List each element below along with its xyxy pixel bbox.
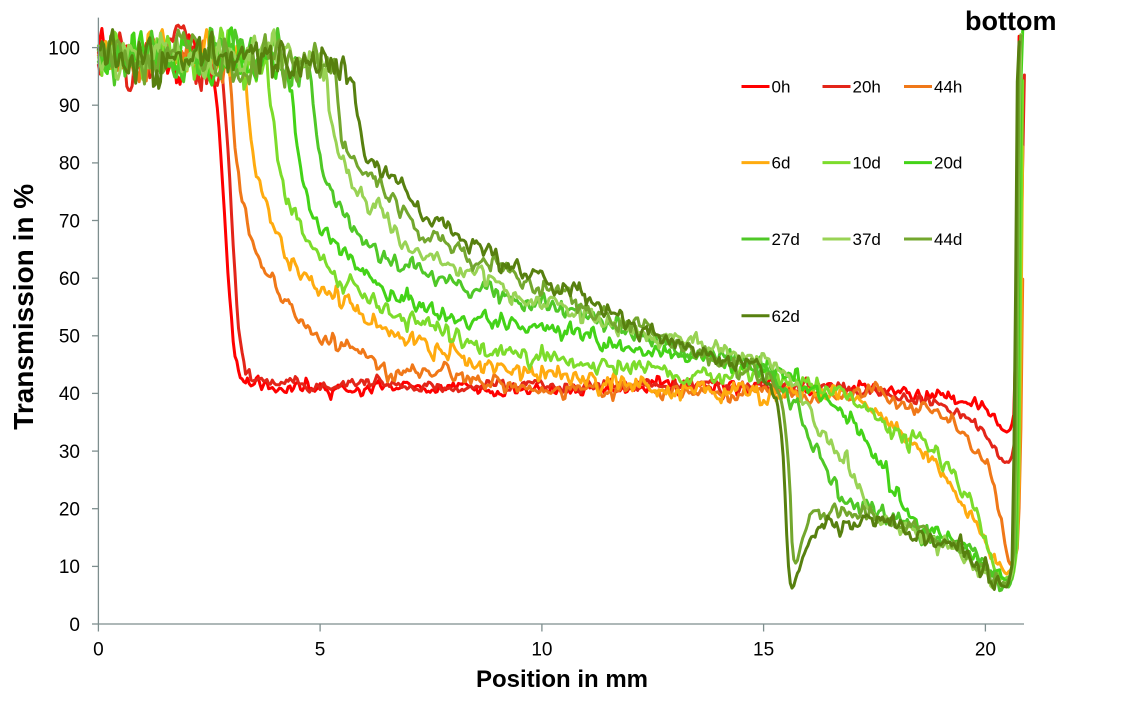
svg-text:20h: 20h <box>853 78 881 97</box>
svg-text:62d: 62d <box>772 307 800 326</box>
svg-text:44d: 44d <box>934 230 962 249</box>
svg-text:70: 70 <box>59 211 80 232</box>
svg-text:60: 60 <box>59 269 80 290</box>
svg-text:27d: 27d <box>772 230 800 249</box>
svg-text:Transmission in %: Transmission in % <box>8 184 39 430</box>
svg-text:80: 80 <box>59 154 80 175</box>
svg-text:Position in mm: Position in mm <box>476 666 648 693</box>
svg-text:0h: 0h <box>772 78 791 97</box>
svg-text:10: 10 <box>531 640 552 661</box>
svg-text:20: 20 <box>59 500 80 521</box>
svg-text:90: 90 <box>59 96 80 117</box>
svg-text:15: 15 <box>753 640 774 661</box>
svg-text:10d: 10d <box>853 154 881 173</box>
svg-text:44h: 44h <box>934 78 962 97</box>
svg-text:50: 50 <box>59 327 80 348</box>
svg-text:10: 10 <box>59 557 80 578</box>
svg-text:0: 0 <box>69 615 80 636</box>
svg-text:bottom: bottom <box>965 6 1056 36</box>
svg-text:40: 40 <box>59 384 80 405</box>
svg-text:30: 30 <box>59 442 80 463</box>
svg-text:37d: 37d <box>853 230 881 249</box>
svg-text:20d: 20d <box>934 154 962 173</box>
svg-text:0: 0 <box>93 640 104 661</box>
svg-text:5: 5 <box>315 640 326 661</box>
svg-text:20: 20 <box>975 640 996 661</box>
svg-text:6d: 6d <box>772 154 791 173</box>
svg-text:100: 100 <box>48 38 80 59</box>
